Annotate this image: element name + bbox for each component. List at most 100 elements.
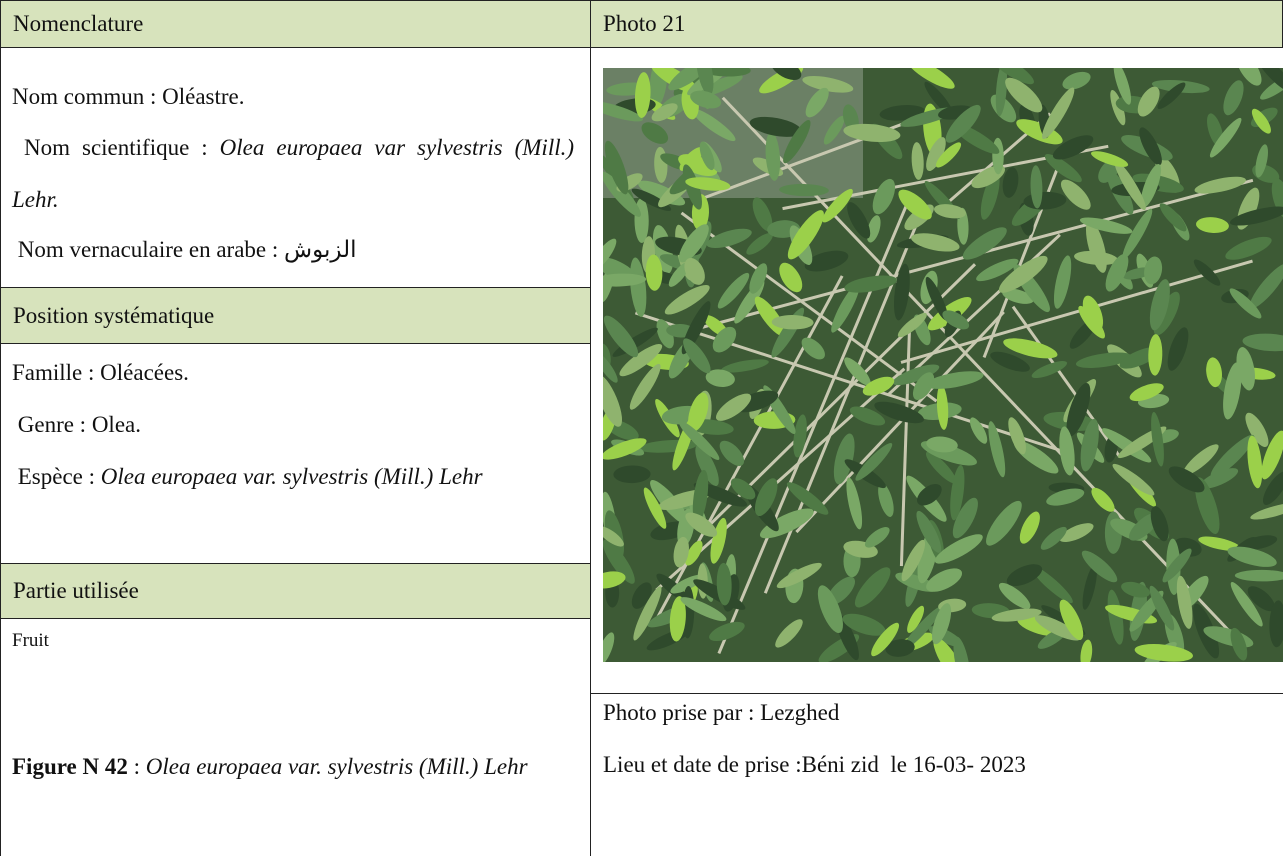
leaf	[1148, 334, 1163, 376]
leaf	[603, 171, 641, 217]
leaf	[907, 68, 955, 89]
leaf	[1249, 263, 1283, 309]
leaf	[1223, 80, 1244, 116]
leaf	[603, 315, 639, 358]
leaf	[1250, 503, 1283, 520]
leaf	[933, 637, 965, 662]
label: Nom vernaculaire en arabe :	[17, 237, 279, 262]
leaf	[669, 596, 686, 642]
leaf	[817, 585, 843, 634]
value: Olea europaea var sylvestris (Mill.) Leh…	[12, 135, 575, 212]
leaf	[1005, 77, 1043, 113]
figure-label: Figure N 42	[12, 754, 128, 779]
leaf	[1030, 165, 1043, 209]
leaf	[866, 215, 881, 243]
leaf	[926, 568, 963, 592]
leaf	[1159, 203, 1187, 232]
leaf	[691, 108, 736, 142]
leaf	[942, 310, 970, 330]
leaf	[1078, 305, 1106, 339]
leaf	[603, 438, 647, 460]
leaf	[717, 272, 750, 309]
leaf	[692, 469, 709, 524]
leaf	[1080, 418, 1099, 472]
leaf	[1134, 644, 1193, 662]
leaf	[898, 189, 932, 220]
leaf	[1198, 536, 1241, 551]
leaf	[1019, 511, 1040, 544]
leaf	[710, 517, 727, 564]
leaf	[935, 142, 962, 168]
leaf	[1114, 160, 1146, 211]
leaf	[907, 605, 925, 633]
leaf	[1008, 417, 1026, 455]
value: الزبوش	[284, 237, 357, 262]
header-text: Nomenclature	[13, 11, 144, 36]
leaf	[924, 81, 954, 117]
leaf	[1031, 566, 1073, 604]
leaf	[1167, 327, 1189, 371]
branch	[1011, 305, 1121, 457]
leaf	[1060, 179, 1091, 210]
leaf	[931, 603, 952, 645]
leaf	[1193, 259, 1221, 286]
value: Olea europaea var. sylvestris (Mill.) Le…	[100, 464, 483, 489]
leaf	[911, 142, 924, 180]
leaf	[603, 238, 617, 272]
leaf	[911, 233, 960, 252]
leaf	[1090, 151, 1129, 167]
leaf	[854, 567, 891, 608]
leaf	[885, 639, 915, 657]
leaf	[656, 319, 674, 349]
leaf	[1245, 412, 1269, 448]
leaf	[831, 283, 860, 333]
leaf	[705, 369, 735, 387]
leaf	[1247, 586, 1275, 612]
leaf	[603, 526, 624, 547]
leaf	[603, 374, 623, 427]
leaf	[1081, 550, 1118, 583]
leaf	[916, 510, 942, 553]
leaf	[1044, 154, 1082, 183]
leaf	[684, 258, 705, 285]
leaf	[953, 636, 970, 662]
header-text: Partie utilisée	[13, 578, 139, 603]
section-header: Photo 21	[590, 0, 1283, 48]
leaf	[770, 68, 802, 81]
leaf	[633, 586, 662, 641]
leaf	[759, 508, 814, 539]
espece: Espèce : Olea europaea var. sylvestris (…	[12, 451, 574, 503]
leaf	[969, 417, 988, 444]
leaf	[783, 119, 811, 164]
leaf	[1168, 466, 1205, 493]
leaf	[805, 87, 829, 118]
branch	[900, 259, 1253, 364]
leaf	[746, 232, 773, 255]
leaf	[986, 500, 1022, 546]
header-text: Photo 21	[603, 11, 686, 36]
leaf	[1269, 600, 1283, 648]
branch	[795, 311, 1005, 534]
leaf	[902, 606, 943, 650]
leaf	[779, 262, 803, 293]
leaf	[976, 258, 1019, 282]
figure-species: Olea europaea var. sylvestris (Mill.) Le…	[145, 754, 528, 779]
leaf	[844, 357, 871, 386]
leaf	[1080, 639, 1093, 662]
leaf	[752, 197, 773, 232]
leaf	[683, 338, 711, 374]
leaf	[846, 477, 863, 530]
leaf	[1034, 615, 1081, 641]
leaf	[925, 451, 957, 484]
leaf	[1251, 108, 1271, 134]
label: Nom scientifique :	[24, 135, 208, 160]
leaf	[1040, 526, 1067, 550]
leaf	[823, 115, 845, 145]
leaf	[1183, 444, 1219, 476]
leaf	[991, 608, 1042, 622]
leaf	[699, 141, 715, 171]
leaf	[1139, 127, 1162, 166]
leaf	[715, 393, 752, 421]
leaf	[1223, 362, 1242, 420]
